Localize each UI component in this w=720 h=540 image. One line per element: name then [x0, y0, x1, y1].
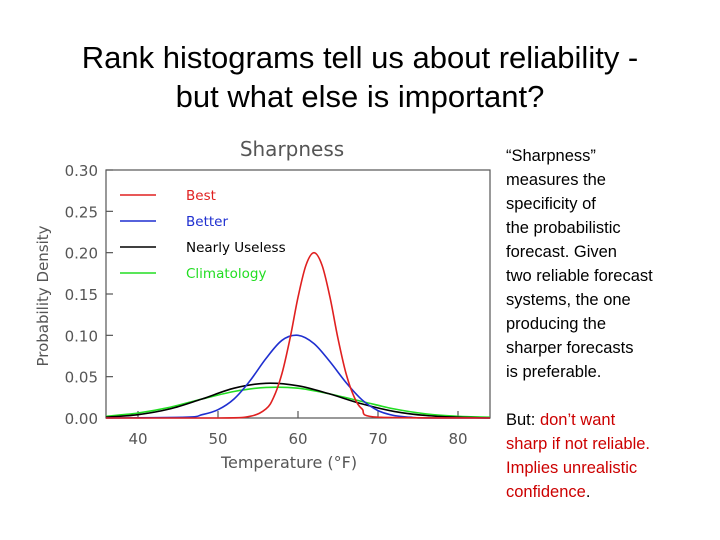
legend-label: Climatology	[186, 266, 266, 282]
side-text: “Sharpness” measures the specificity of the…	[506, 144, 706, 504]
chart-axes: 0.00 0.05 0.10 0.15 0.20 0.25 0.30 40 50 60 70 80	[65, 162, 491, 448]
series-line-better	[105, 334, 490, 419]
description-line: two reliable forecast	[506, 267, 653, 285]
y-tick-label: 0.00	[65, 410, 98, 428]
caveat-red-1: don’t want	[539, 411, 616, 429]
y-tick-label: 0.15	[65, 286, 98, 304]
chart-title: Sharpness	[240, 137, 344, 161]
x-tick-label: 60	[288, 430, 307, 448]
chart-y-axis-label: Probability Density	[34, 225, 52, 366]
slide-title: Rank histograms tell us about reliabilit…	[20, 38, 700, 116]
description-line: specificity of	[506, 195, 596, 213]
description-line: producing the	[506, 315, 606, 333]
caveat-line-1: But: don’t want	[506, 408, 706, 432]
y-tick-label: 0.10	[65, 327, 98, 345]
description-line: systems, the one	[506, 291, 631, 309]
y-tick-label: 0.30	[65, 162, 98, 180]
caveat-line-4: confidence.	[506, 480, 706, 504]
caveat-line-2: sharp if not reliable.	[506, 435, 650, 453]
x-tick-label: 70	[368, 430, 387, 448]
description-line: measures the	[506, 171, 606, 189]
series-line-climatology	[105, 386, 491, 418]
description-line: “Sharpness”	[506, 147, 596, 165]
legend-label: Best	[186, 188, 216, 204]
y-tick-label: 0.20	[65, 245, 98, 263]
description-line: forecast. Given	[506, 243, 617, 261]
series-line-best	[106, 251, 491, 419]
chart-svg: Sharpness Probability Density Temperatur…	[34, 137, 491, 472]
legend-label: Nearly Useless	[186, 240, 286, 256]
description-line: sharper forecasts	[506, 339, 634, 357]
x-tick-label: 40	[128, 430, 147, 448]
y-tick-label: 0.25	[65, 203, 98, 221]
series-line-nearly-useless	[105, 382, 491, 419]
caveat-prefix: But:	[506, 411, 540, 429]
sharpness-description: “Sharpness” measures the specificity of the…	[506, 144, 706, 384]
sharpness-chart: Sharpness Probability Density Temperatur…	[20, 128, 500, 490]
y-tick-label: 0.05	[65, 369, 98, 387]
legend-label: Better	[186, 214, 228, 230]
caveat-text: But: don’t want sharp if not reliable. I…	[506, 408, 706, 504]
caveat-red-4: confidence	[506, 483, 586, 501]
slide-title-line-2: but what else is important?	[175, 79, 545, 114]
x-tick-label: 50	[208, 430, 227, 448]
description-line: is preferable.	[506, 363, 602, 381]
x-tick-label: 80	[448, 430, 467, 448]
chart-series-layer	[105, 251, 491, 419]
caveat-end: .	[585, 483, 591, 501]
slide-title-line-1: Rank histograms tell us about reliabilit…	[81, 40, 639, 75]
chart-x-axis-label: Temperature (°F)	[220, 453, 357, 472]
caveat-line-3: Implies unrealistic	[506, 459, 638, 477]
description-line: the probabilistic	[506, 219, 621, 237]
chart-legend: Best Better Nearly Useless Climatology	[120, 188, 286, 282]
